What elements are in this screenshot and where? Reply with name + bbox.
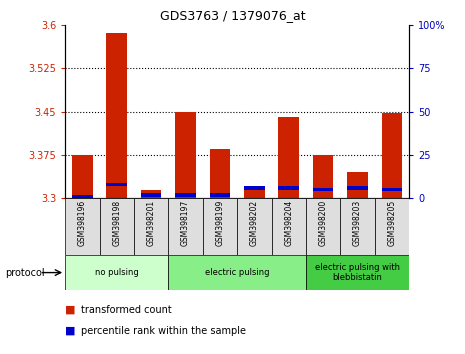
Text: GSM398204: GSM398204 — [284, 200, 293, 246]
Text: GSM398197: GSM398197 — [181, 200, 190, 246]
Bar — [65, 198, 100, 255]
Bar — [313, 155, 333, 198]
Bar — [375, 198, 409, 255]
Bar — [347, 172, 368, 198]
Text: GSM398203: GSM398203 — [353, 200, 362, 246]
Bar — [279, 186, 299, 190]
Text: GDS3763 / 1379076_at: GDS3763 / 1379076_at — [159, 9, 306, 22]
Bar — [306, 255, 409, 290]
Bar — [244, 186, 265, 190]
Bar — [382, 188, 402, 191]
Bar — [72, 195, 93, 198]
Bar — [279, 117, 299, 198]
Text: protocol: protocol — [5, 268, 44, 278]
Bar — [106, 183, 127, 186]
Text: GSM398205: GSM398205 — [387, 200, 397, 246]
Text: electric pulsing: electric pulsing — [205, 268, 269, 277]
Text: transformed count: transformed count — [81, 305, 172, 315]
Bar — [141, 193, 161, 196]
Bar — [168, 255, 306, 290]
Text: electric pulsing with
blebbistatin: electric pulsing with blebbistatin — [315, 263, 400, 282]
Bar — [203, 198, 237, 255]
Bar — [134, 198, 168, 255]
Text: percentile rank within the sample: percentile rank within the sample — [81, 326, 246, 336]
Bar — [175, 112, 196, 198]
Text: ■: ■ — [65, 326, 76, 336]
Bar — [340, 198, 375, 255]
Bar — [106, 34, 127, 198]
Bar — [65, 255, 168, 290]
Bar — [382, 113, 402, 198]
Bar — [272, 198, 306, 255]
Text: GSM398200: GSM398200 — [319, 200, 328, 246]
Bar — [313, 188, 333, 191]
Bar — [210, 193, 230, 196]
Bar — [237, 198, 272, 255]
Text: ■: ■ — [65, 305, 76, 315]
Bar — [210, 149, 230, 198]
Bar — [72, 155, 93, 198]
Text: GSM398198: GSM398198 — [112, 200, 121, 246]
Text: GSM398199: GSM398199 — [215, 200, 225, 246]
Bar — [244, 189, 265, 198]
Text: GSM398202: GSM398202 — [250, 200, 259, 246]
Bar — [141, 189, 161, 198]
Bar — [175, 193, 196, 196]
Text: no pulsing: no pulsing — [95, 268, 139, 277]
Bar — [168, 198, 203, 255]
Bar — [347, 186, 368, 190]
Bar — [100, 198, 134, 255]
Bar — [306, 198, 340, 255]
Text: GSM398201: GSM398201 — [146, 200, 156, 246]
Text: GSM398196: GSM398196 — [78, 200, 87, 246]
